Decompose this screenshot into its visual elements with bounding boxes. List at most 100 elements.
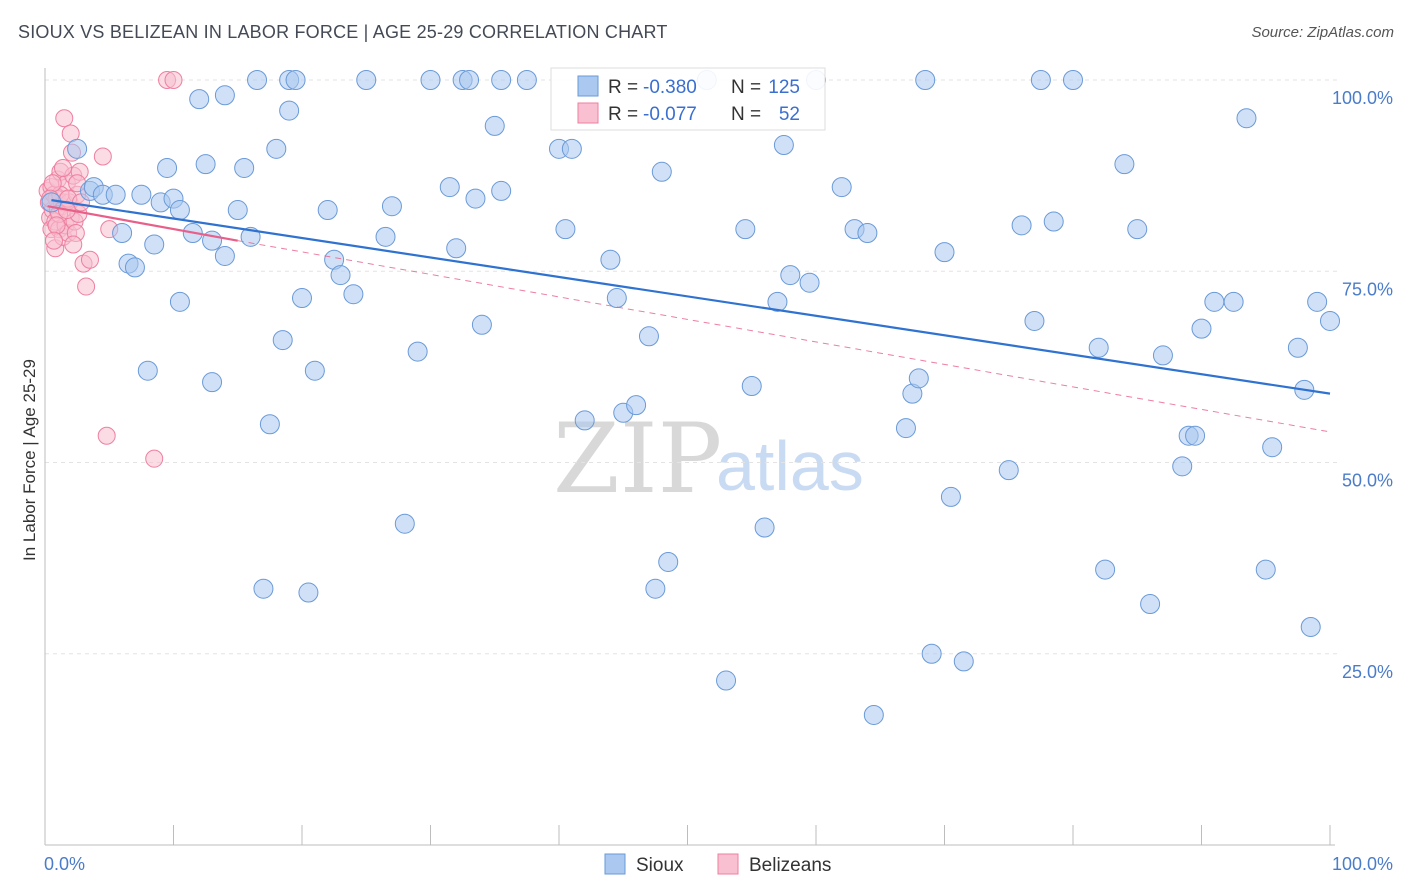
sioux-point — [1140, 594, 1161, 615]
sioux-point — [1114, 154, 1135, 175]
sioux-point — [921, 643, 942, 664]
belizean-point — [164, 71, 183, 89]
y-tick-label: 75.0% — [1342, 279, 1393, 299]
bottom-legend-belizean-swatch — [717, 853, 739, 875]
sioux-point — [574, 410, 595, 431]
sioux-point — [638, 326, 659, 347]
bottom-legend-belizean-label: Belizeans — [749, 855, 831, 876]
sioux-point — [645, 578, 666, 599]
sioux-point — [1223, 291, 1244, 312]
chart-title: SIOUX VS BELIZEAN IN LABOR FORCE | AGE 2… — [18, 22, 668, 42]
sioux-point — [169, 200, 190, 221]
sioux-point — [998, 460, 1019, 481]
sioux-point — [953, 651, 974, 672]
sioux-point — [1287, 337, 1308, 358]
sioux-point — [555, 219, 576, 240]
belizean-point — [44, 231, 63, 250]
belizean-point — [47, 216, 66, 235]
sioux-point — [561, 138, 582, 159]
sioux-point — [330, 265, 351, 286]
sioux-point — [407, 341, 428, 362]
sioux-point — [754, 517, 775, 538]
sioux-point — [202, 372, 223, 393]
sioux-point — [1204, 291, 1225, 312]
legend-sioux-n-value: 125 — [768, 77, 800, 98]
legend-belizean-r-label: R = — [608, 104, 638, 125]
sioux-point — [317, 200, 338, 221]
sioux-point — [279, 100, 300, 121]
sioux-point — [157, 157, 178, 178]
sioux-point — [799, 272, 820, 293]
sioux-point — [1262, 437, 1283, 458]
belizean-point — [55, 109, 74, 128]
sioux-point — [266, 138, 287, 159]
sioux-point — [1011, 215, 1032, 236]
legend-sioux-r-label: R = — [608, 77, 638, 98]
belizean-point — [53, 158, 72, 177]
legend-sioux-r-value: -0.380 — [643, 77, 697, 98]
bottom-legend: Sioux Belizeans — [604, 853, 831, 876]
sioux-point — [137, 360, 158, 381]
sioux-point — [741, 376, 762, 396]
sioux-point — [863, 704, 884, 725]
sioux-point — [1095, 559, 1116, 580]
sioux-point — [471, 314, 492, 335]
sioux-point — [189, 89, 210, 110]
belizean-point — [77, 277, 96, 296]
source-label: Source: ZipAtlas.com — [1251, 24, 1394, 41]
sioux-point — [298, 582, 319, 603]
sioux-point — [915, 70, 936, 90]
sioux-point — [1152, 345, 1173, 366]
sioux-point — [491, 70, 512, 90]
sioux-point — [381, 196, 402, 217]
legend-belizean-n-value: 52 — [779, 104, 800, 125]
sioux-point — [459, 70, 480, 90]
sioux-point — [169, 291, 190, 312]
legend-belizean-r-value: -0.077 — [643, 104, 697, 125]
sioux-point — [780, 265, 801, 286]
sioux-point — [1320, 310, 1340, 331]
sioux-point — [1255, 559, 1276, 580]
sioux-point — [1088, 337, 1109, 358]
y-tick-labels: 25.0% 50.0% 75.0% 100.0% — [1332, 88, 1393, 682]
sioux-point — [1185, 425, 1206, 446]
sioux-point — [626, 395, 647, 416]
belizean-point — [97, 426, 116, 445]
belizean-trendline-extended — [237, 240, 1331, 433]
watermark-atlas: atlas — [716, 427, 864, 505]
sioux-point — [651, 161, 672, 182]
sioux-point — [940, 486, 961, 507]
sioux-point — [356, 70, 377, 90]
belizean-points — [38, 71, 183, 468]
sioux-point — [491, 180, 512, 201]
sioux-point — [446, 238, 467, 259]
sioux-point — [1300, 616, 1321, 637]
sioux-trendline — [51, 199, 1331, 395]
sioux-point — [375, 226, 396, 247]
sioux-point — [272, 330, 293, 351]
bottom-legend-sioux-swatch — [604, 853, 626, 875]
sioux-point — [831, 177, 852, 198]
sioux-point — [735, 219, 756, 240]
sioux-point — [1043, 211, 1064, 232]
sioux-point — [857, 223, 878, 243]
sioux-point — [1236, 108, 1257, 129]
sioux-point — [247, 70, 268, 90]
sioux-point — [124, 257, 145, 278]
sioux-point — [1063, 70, 1083, 90]
sioux-point — [292, 288, 312, 309]
legend-belizean-n-label: N = — [731, 104, 761, 125]
sioux-point — [716, 670, 737, 691]
sioux-point — [131, 184, 152, 205]
bottom-legend-sioux-label: Sioux — [636, 855, 684, 876]
belizean-point — [93, 147, 112, 166]
legend-belizean-swatch — [577, 102, 599, 124]
watermark: ZIP atlas — [553, 403, 864, 515]
y-tick-label: 25.0% — [1342, 662, 1393, 682]
sioux-point — [304, 360, 325, 381]
sioux-point — [112, 223, 133, 243]
sioux-point — [234, 157, 255, 178]
sioux-point — [1127, 219, 1148, 240]
sioux-point — [67, 138, 88, 159]
